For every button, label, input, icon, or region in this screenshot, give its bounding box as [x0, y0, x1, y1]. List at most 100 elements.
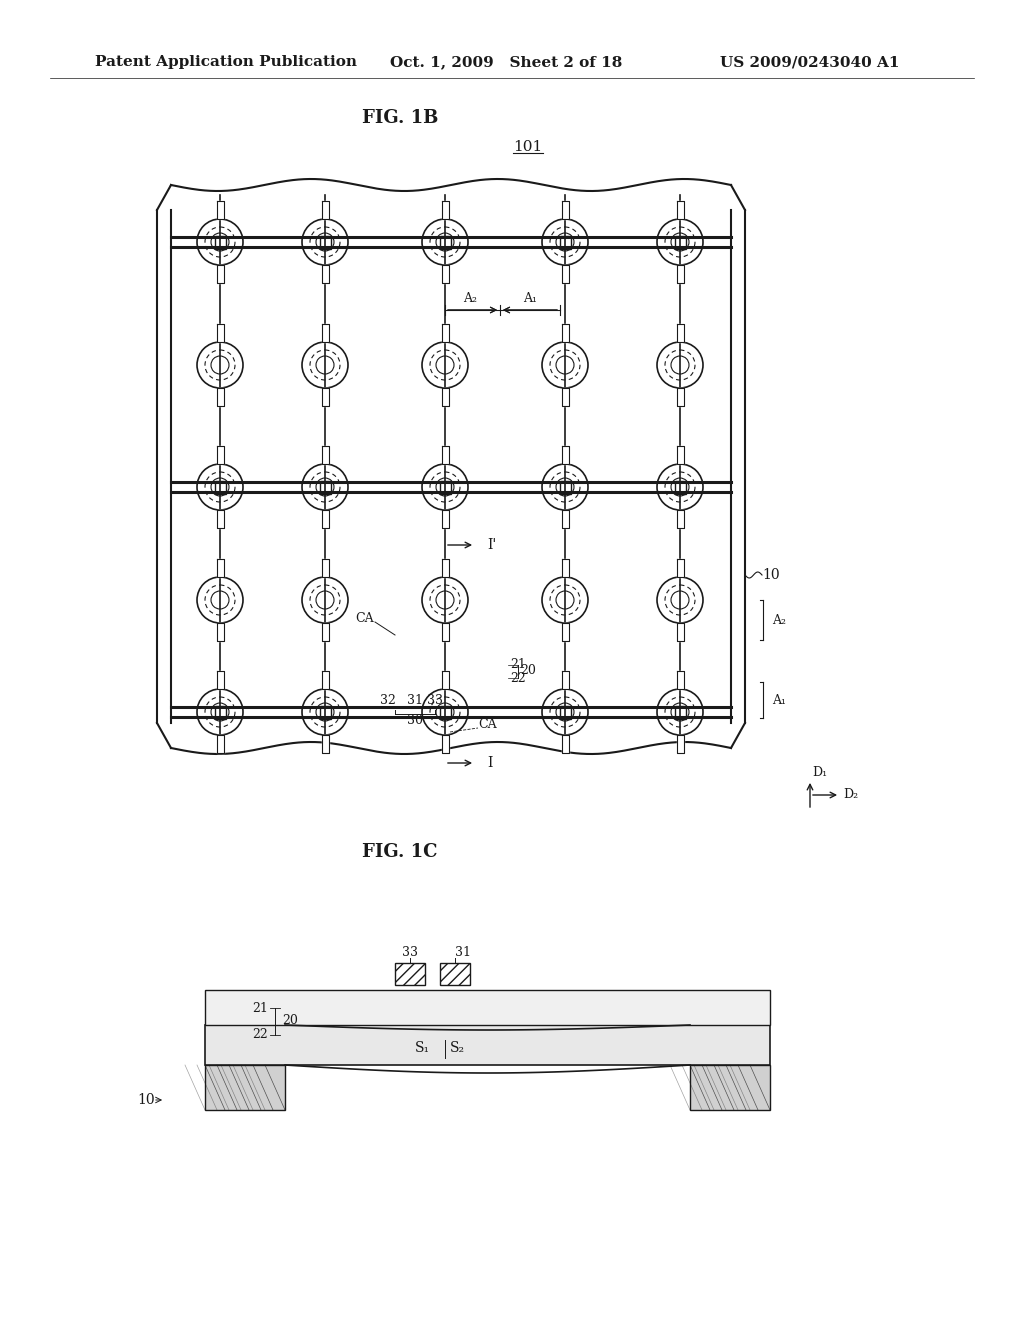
- Polygon shape: [441, 735, 449, 752]
- Polygon shape: [441, 201, 449, 219]
- Polygon shape: [322, 510, 329, 528]
- Polygon shape: [322, 265, 329, 282]
- Polygon shape: [441, 671, 449, 689]
- Polygon shape: [677, 671, 683, 689]
- Polygon shape: [322, 446, 329, 465]
- Polygon shape: [677, 201, 683, 219]
- Bar: [319, 480, 331, 494]
- Bar: [440, 964, 470, 985]
- Polygon shape: [677, 558, 683, 577]
- Text: A₁: A₁: [523, 292, 537, 305]
- Text: 101: 101: [513, 140, 543, 154]
- Bar: [319, 235, 331, 248]
- Text: CA: CA: [478, 718, 497, 731]
- Polygon shape: [441, 388, 449, 407]
- Bar: [214, 480, 225, 494]
- Polygon shape: [561, 323, 568, 342]
- Bar: [439, 705, 451, 718]
- Text: A₂: A₂: [772, 614, 786, 627]
- Polygon shape: [216, 671, 223, 689]
- Text: FIG. 1C: FIG. 1C: [362, 843, 437, 861]
- Polygon shape: [441, 265, 449, 282]
- Polygon shape: [216, 323, 223, 342]
- Text: FIG. 1B: FIG. 1B: [361, 110, 438, 127]
- Text: 31: 31: [455, 946, 471, 960]
- Text: 30: 30: [407, 714, 423, 726]
- Text: 33: 33: [427, 693, 443, 706]
- Text: 32: 32: [380, 693, 396, 706]
- Text: CA: CA: [355, 611, 375, 624]
- Bar: [675, 480, 685, 494]
- Polygon shape: [216, 623, 223, 642]
- Polygon shape: [561, 446, 568, 465]
- Polygon shape: [441, 558, 449, 577]
- Bar: [559, 480, 570, 494]
- Bar: [214, 235, 225, 248]
- Text: 10: 10: [762, 568, 779, 582]
- Polygon shape: [677, 510, 683, 528]
- Polygon shape: [216, 388, 223, 407]
- Text: Patent Application Publication: Patent Application Publication: [95, 55, 357, 69]
- Text: 10: 10: [137, 1093, 155, 1107]
- Polygon shape: [322, 735, 329, 752]
- Text: US 2009/0243040 A1: US 2009/0243040 A1: [720, 55, 899, 69]
- Text: D₂: D₂: [843, 788, 858, 801]
- Text: Oct. 1, 2009   Sheet 2 of 18: Oct. 1, 2009 Sheet 2 of 18: [390, 55, 623, 69]
- Bar: [559, 705, 570, 718]
- Polygon shape: [677, 446, 683, 465]
- Polygon shape: [677, 623, 683, 642]
- Polygon shape: [322, 201, 329, 219]
- Polygon shape: [216, 201, 223, 219]
- Polygon shape: [441, 446, 449, 465]
- Text: 21: 21: [510, 659, 526, 672]
- Polygon shape: [216, 446, 223, 465]
- Text: 20: 20: [282, 1015, 298, 1027]
- Polygon shape: [322, 323, 329, 342]
- Text: 21: 21: [252, 1002, 268, 1015]
- Polygon shape: [561, 265, 568, 282]
- Bar: [675, 705, 685, 718]
- Text: S₁: S₁: [415, 1041, 430, 1055]
- Text: A₁: A₁: [772, 693, 786, 706]
- Polygon shape: [216, 735, 223, 752]
- Polygon shape: [677, 735, 683, 752]
- Bar: [675, 235, 685, 248]
- Polygon shape: [677, 388, 683, 407]
- Text: 22: 22: [510, 672, 525, 685]
- Text: I: I: [487, 756, 493, 770]
- Polygon shape: [561, 388, 568, 407]
- Text: 31: 31: [407, 693, 423, 706]
- Text: D₁: D₁: [812, 767, 827, 780]
- Polygon shape: [216, 510, 223, 528]
- Polygon shape: [441, 510, 449, 528]
- Polygon shape: [677, 265, 683, 282]
- Text: 22: 22: [252, 1028, 268, 1041]
- Polygon shape: [322, 671, 329, 689]
- Polygon shape: [322, 388, 329, 407]
- Text: 20: 20: [520, 664, 536, 677]
- Bar: [690, 1065, 770, 1110]
- Polygon shape: [216, 265, 223, 282]
- Polygon shape: [561, 623, 568, 642]
- Text: I': I': [487, 539, 497, 552]
- Polygon shape: [561, 510, 568, 528]
- Text: S₂: S₂: [450, 1041, 465, 1055]
- Polygon shape: [322, 623, 329, 642]
- Polygon shape: [441, 623, 449, 642]
- Bar: [559, 235, 570, 248]
- Polygon shape: [561, 558, 568, 577]
- Bar: [395, 964, 425, 985]
- Bar: [205, 1065, 285, 1110]
- Polygon shape: [677, 323, 683, 342]
- Bar: [319, 705, 331, 718]
- Bar: [439, 480, 451, 494]
- Bar: [214, 705, 225, 718]
- Polygon shape: [561, 671, 568, 689]
- Bar: [205, 990, 770, 1026]
- Text: A₂: A₂: [463, 292, 477, 305]
- Polygon shape: [441, 323, 449, 342]
- Bar: [439, 235, 451, 248]
- Bar: [205, 1026, 770, 1065]
- Polygon shape: [216, 558, 223, 577]
- Polygon shape: [561, 201, 568, 219]
